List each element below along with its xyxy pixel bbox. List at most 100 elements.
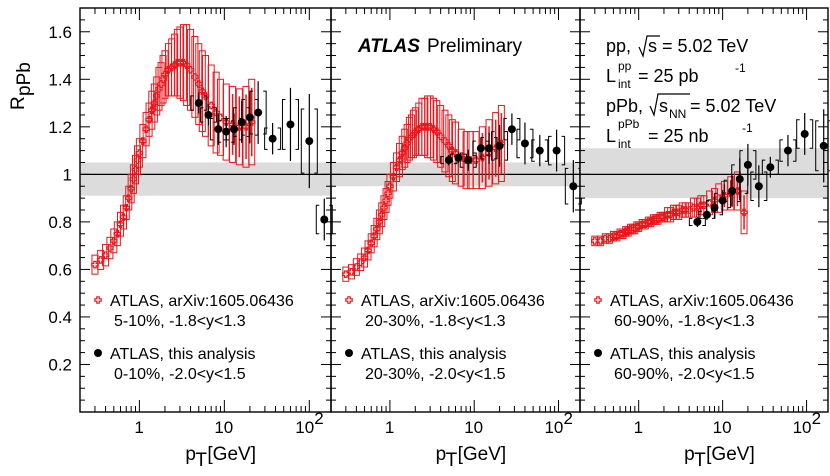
black-sys-bracket (531, 139, 549, 162)
red-cross-marker (157, 80, 165, 88)
x-axis-labels: 1 10 10 2p T [GeV]1 10 10 2p T [GeV]1 10 10 2p T [GeV] (134, 409, 821, 471)
x-axis-title-sub: T (694, 450, 706, 471)
red-sys-box (161, 50, 169, 99)
x-axis-title-unit: [GeV] (706, 444, 755, 465)
black-sys-bracket (491, 131, 509, 161)
black-dot-marker (444, 156, 453, 165)
black-sys-bracket (779, 139, 797, 162)
black-dot-marker (535, 146, 544, 155)
panel-central: ATLAS, arXiv:1605.06436 5-10%, -1.8<y<1.3… (79, 7, 333, 413)
black-dot-marker (766, 163, 775, 172)
y-tick-label: 1 (63, 165, 72, 184)
black-dot-marker (693, 217, 702, 226)
red-sys-box (407, 114, 415, 159)
info-line2-sub: int (618, 77, 631, 91)
red-cross-marker (616, 229, 624, 238)
legend-black-line2: 20-30%, -2.0<y<1.5 (365, 366, 506, 383)
legend-black-marker (94, 349, 102, 357)
y-axis-label-sub: pPb (14, 62, 35, 96)
y-tick-label: 0.4 (48, 308, 72, 327)
info-line2-val: = 25 pb (638, 66, 699, 86)
x-tick-label-1: 1 (134, 418, 143, 437)
legend-red-line2: 60-90%, -1.8<y<1.3 (614, 313, 755, 330)
legend-black-line1: ATLAS, this analysis (110, 346, 256, 363)
black-dot-marker (819, 141, 828, 150)
red-cross-marker (429, 125, 438, 133)
info-line4-sup: pPb (618, 117, 640, 131)
y-tick-label: 1.6 (48, 23, 72, 42)
atlas-label-bold: ATLAS (357, 36, 420, 57)
red-cross-marker (155, 85, 163, 93)
red-cross-marker (124, 194, 133, 202)
red-cross-marker (392, 163, 401, 172)
y-tick-label: 1.2 (48, 118, 72, 137)
x-axis-title-unit: [GeV] (207, 444, 256, 465)
red-cross-marker (113, 229, 122, 238)
red-sys-box (342, 266, 350, 282)
normalization-band (580, 148, 828, 199)
info-line3b-main: s (659, 96, 668, 116)
x-tick-label-1: 1 (385, 418, 394, 437)
red-cross-marker (373, 225, 381, 233)
x-tick-label-10: 10 (713, 418, 732, 437)
red-cross-marker (201, 92, 210, 100)
sqrt-symbol-1 (638, 35, 660, 58)
red-cross-marker (179, 58, 188, 67)
red-cross-marker (386, 182, 394, 191)
black-dot-marker (718, 196, 727, 205)
black-dot-marker (569, 182, 578, 191)
legend-red-line1: ATLAS, arXiv:1605.06436 (361, 293, 545, 310)
black-dot-marker (194, 99, 203, 108)
info-line2-exp: -1 (735, 61, 746, 75)
legend-red-line2: 20-30%, -1.8<y<1.3 (365, 313, 506, 330)
info-line4-val: = 25 nb (648, 126, 709, 146)
y-axis-label: R pPb (8, 62, 35, 110)
red-cross-marker (375, 218, 384, 226)
black-dot-marker (464, 156, 473, 165)
red-sys-box (157, 62, 165, 106)
atlas-label: ATLAS Preliminary (357, 36, 523, 57)
x-tick-label-10: 10 (214, 418, 233, 437)
info-line3: pPb, (606, 96, 643, 116)
black-dot-marker (454, 153, 463, 162)
info-block: pp, s = 5.02 TeV L pp int = 25 pb -1 pPb… (606, 35, 776, 151)
red-cross-marker (150, 99, 159, 107)
normalization-band (80, 162, 331, 196)
red-cross-marker (347, 267, 356, 276)
legend-black-marker (345, 349, 353, 357)
red-cross-marker (135, 149, 144, 157)
x-tick-label-10: 10 (464, 418, 483, 437)
info-line4-main: L (606, 126, 616, 146)
black-dot-marker (495, 141, 504, 150)
red-cross-marker (740, 208, 748, 217)
red-cross-marker (389, 172, 398, 181)
red-cross-marker (356, 258, 365, 267)
red-cross-marker (448, 146, 457, 155)
red-cross-marker (161, 70, 169, 79)
legend-black-line1: ATLAS, this analysis (361, 346, 507, 363)
black-sys-bracket (264, 127, 282, 150)
legend-red-marker (594, 296, 602, 304)
red-cross-marker (139, 137, 147, 145)
sqrt-symbol-2 (649, 93, 690, 117)
black-dot-marker (783, 146, 792, 155)
black-sys-bracket (459, 152, 477, 168)
red-cross-marker (91, 260, 99, 269)
red-cross-marker (186, 65, 195, 74)
info-line2-main: L (606, 66, 616, 86)
red-cross-marker (352, 263, 361, 271)
info-line1b: s = 5.02 TeV (648, 36, 748, 56)
y-tick-label: 0.6 (48, 260, 72, 279)
black-dot-marker (254, 108, 263, 117)
red-cross-marker (122, 203, 131, 212)
red-cross-marker (110, 237, 118, 245)
x-axis-title-main: p (185, 444, 196, 465)
red-cross-marker (395, 156, 404, 164)
red-cross-marker (697, 201, 705, 210)
red-cross-marker (370, 232, 378, 240)
black-sys-bracket (300, 108, 318, 174)
red-cross-marker (101, 251, 110, 259)
black-sys-bracket (750, 171, 768, 201)
red-cross-marker (700, 201, 708, 210)
